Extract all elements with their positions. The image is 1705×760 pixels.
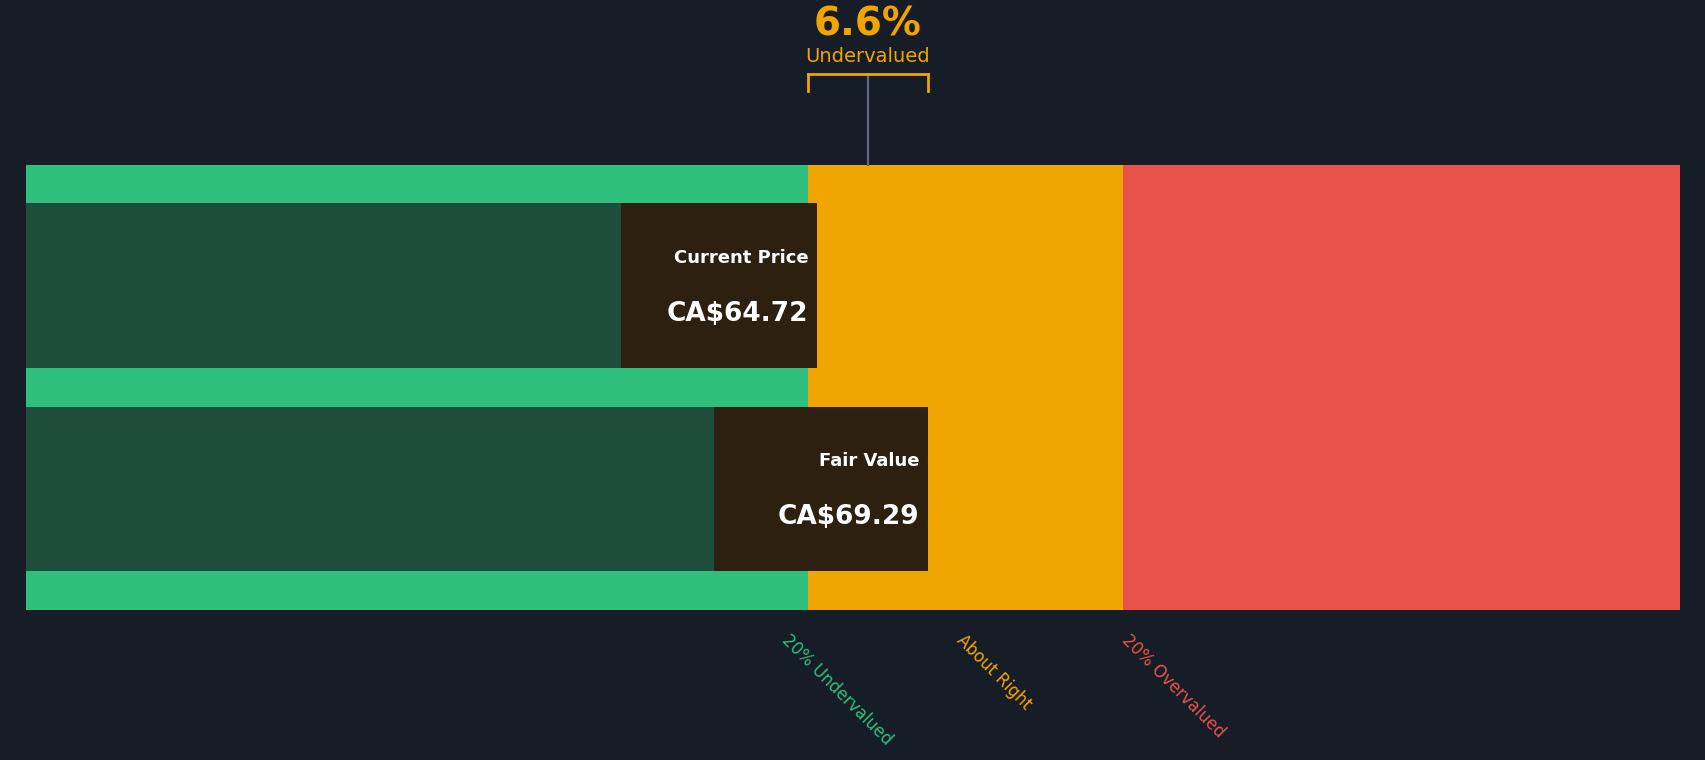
Bar [808,572,1122,610]
Text: 20% Overvalued: 20% Overvalued [1118,631,1228,741]
Text: 6.6%: 6.6% [813,5,921,43]
Bar [1122,203,1679,368]
Text: CA$69.29: CA$69.29 [777,504,919,530]
Text: Current Price: Current Price [673,249,808,267]
Bar [1122,165,1679,203]
Bar [621,203,817,368]
Text: Undervalued: Undervalued [805,46,929,65]
Bar [808,203,1122,368]
Bar [1122,572,1679,610]
Text: Fair Value: Fair Value [818,452,919,470]
Bar [714,407,928,572]
Text: CA$64.72: CA$64.72 [667,301,808,327]
Bar [1122,368,1679,407]
Bar [26,572,808,610]
Bar [26,203,808,368]
Text: About Right: About Right [951,631,1035,713]
Bar [26,165,808,203]
Text: 20% Undervalued: 20% Undervalued [777,631,895,749]
Bar [808,407,1122,572]
Bar [808,165,1122,203]
Bar [1122,407,1679,572]
Bar [26,368,808,407]
Bar [808,368,1122,407]
Bar [26,407,808,572]
